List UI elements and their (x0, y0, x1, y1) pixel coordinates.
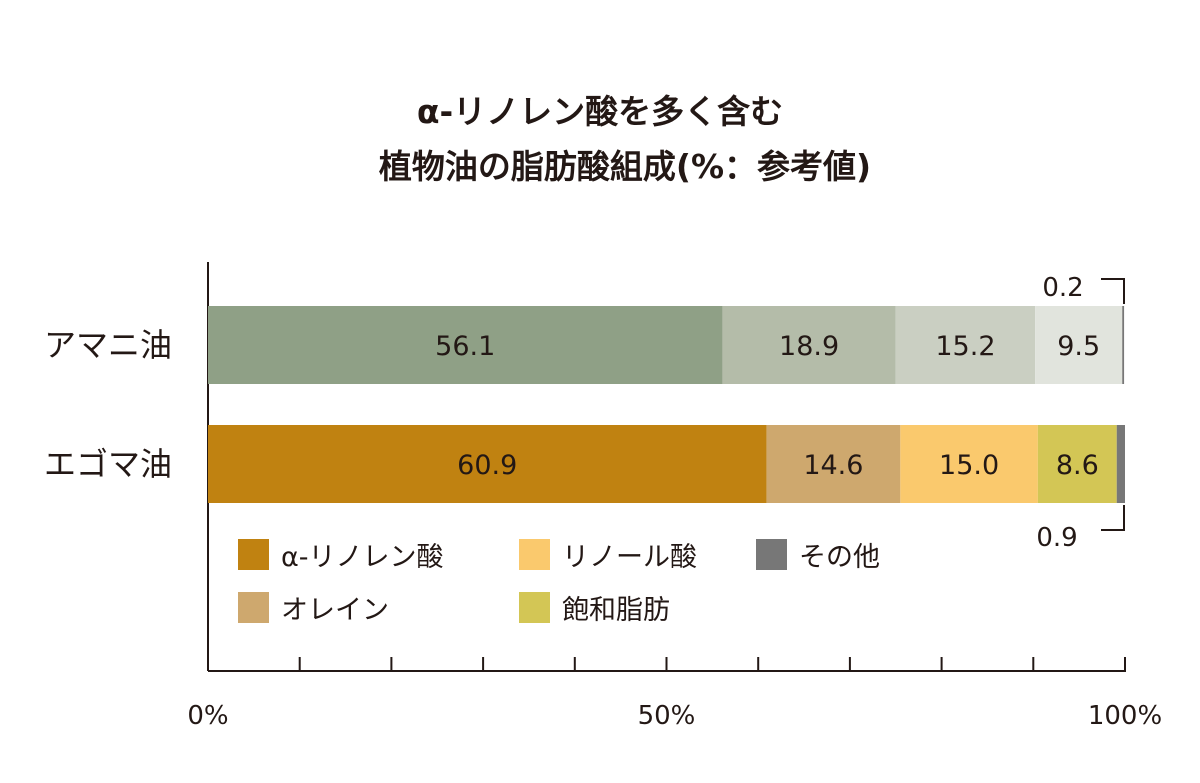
bar-segment (722, 306, 896, 384)
legend-label: オレイン (281, 595, 389, 626)
x-tick-label: 50% (638, 701, 696, 731)
bar-segment (766, 425, 901, 503)
bar-segment (1116, 425, 1125, 503)
bar-segment (900, 425, 1038, 503)
bar-segment (208, 425, 767, 503)
legend-swatch (238, 539, 269, 570)
data-label: 15.0 (939, 450, 999, 481)
callout-label: 0.2 (1042, 273, 1083, 303)
legend-swatch (519, 539, 550, 570)
bar-segment (1035, 306, 1123, 384)
legend-label: リノール酸 (562, 542, 697, 573)
callout-leader (1101, 278, 1125, 304)
legend-label: その他 (799, 542, 880, 573)
bar-segment (1037, 425, 1117, 503)
category-label: エゴマ油 (44, 445, 172, 483)
legend-swatch (756, 539, 787, 570)
data-label: 8.6 (1056, 450, 1099, 481)
bar-segment (208, 306, 723, 384)
x-tick-label: 0% (187, 701, 228, 731)
x-tick-label: 100% (1088, 701, 1162, 731)
data-label: 15.2 (935, 331, 995, 362)
legend-label: 飽和脂肪 (562, 595, 670, 626)
chart-title-line-1: α-リノレン酸を多く含む (417, 92, 783, 131)
bar-segment (1122, 306, 1125, 384)
legend-label: α-リノレン酸 (281, 542, 444, 573)
legend-swatch (519, 592, 550, 623)
data-label: 14.6 (803, 450, 863, 481)
chart-title-line-2: 植物油の脂肪酸組成(%：参考値) (379, 147, 871, 186)
legend-swatch (238, 592, 269, 623)
callout-label: 0.9 (1036, 523, 1077, 553)
data-label: 18.9 (779, 331, 839, 362)
data-label: 56.1 (435, 331, 495, 362)
data-label: 9.5 (1057, 331, 1100, 362)
callout-leader (1101, 505, 1125, 531)
category-label: アマニ油 (44, 326, 172, 364)
data-label: 60.9 (457, 450, 517, 481)
bar-segment (895, 306, 1036, 384)
